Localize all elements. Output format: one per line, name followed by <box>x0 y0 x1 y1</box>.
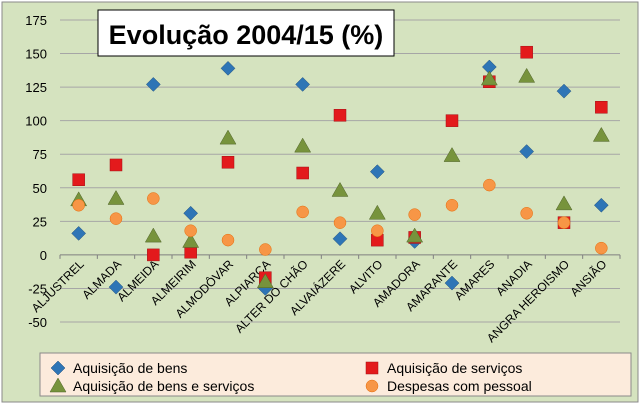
data-point <box>408 208 421 221</box>
series-despesas-com-pessoal <box>72 178 608 256</box>
data-point <box>557 216 571 229</box>
data-point <box>333 216 347 229</box>
legend-marker <box>49 377 67 393</box>
data-point <box>480 70 498 86</box>
data-point <box>182 232 200 248</box>
data-point <box>295 77 311 92</box>
data-point <box>595 241 608 255</box>
data-points <box>70 45 610 296</box>
data-point <box>331 181 349 197</box>
y-tick-label: -50 <box>28 315 47 330</box>
data-point <box>221 233 235 247</box>
data-point <box>519 144 535 159</box>
legend-box <box>39 352 632 397</box>
title-text: Evolução 2004/15 (%) <box>109 20 384 50</box>
data-point <box>333 109 347 122</box>
data-point <box>147 192 160 205</box>
legend-label: Aquisição de serviços <box>387 360 522 376</box>
data-point <box>332 231 348 247</box>
data-point <box>296 166 309 180</box>
legend-label: Despesas com pessoal <box>387 378 532 394</box>
data-point <box>109 158 123 172</box>
y-tick-label: 50 <box>33 181 47 196</box>
legend-marker <box>365 379 379 393</box>
data-point <box>371 224 384 237</box>
legend-items: Aquisição de bens Aquisição de serviços Aq… <box>49 360 532 394</box>
data-point <box>72 173 85 186</box>
legend-label: Aquisição de bens e serviços <box>73 378 254 394</box>
data-point <box>109 212 123 225</box>
data-point <box>444 275 460 291</box>
data-point <box>147 248 160 262</box>
legend-marker <box>365 361 379 375</box>
data-point <box>294 137 312 153</box>
data-point <box>107 190 125 205</box>
y-tick-label: 150 <box>25 47 47 62</box>
data-point <box>259 243 272 256</box>
data-point <box>556 83 572 99</box>
data-point <box>183 205 199 221</box>
legend-item: Despesas com pessoal <box>365 378 532 394</box>
y-axis-tick-labels: -50 -25 0 25 50 75 100 125 150 175 <box>25 13 47 330</box>
data-point <box>520 45 533 59</box>
legend-label: Aquisição de bens <box>73 360 187 376</box>
data-point <box>145 77 161 92</box>
legend-item: Aquisição de serviços <box>365 360 522 376</box>
legend-marker <box>50 360 66 376</box>
data-point <box>555 195 573 211</box>
data-point <box>108 279 124 295</box>
data-point <box>144 227 162 243</box>
data-point <box>518 67 536 83</box>
data-point <box>184 224 197 237</box>
data-point <box>595 100 608 114</box>
data-point <box>520 207 533 220</box>
legend: Aquisição de bens Aquisição de serviços Aq… <box>39 352 632 397</box>
chart-title: Evolução 2004/15 (%) <box>97 9 395 57</box>
legend-item: Aquisição de bens <box>50 360 187 376</box>
legend-item: Aquisição de bens e serviços <box>49 377 254 394</box>
y-tick-label: 75 <box>33 147 47 162</box>
y-tick-label: 0 <box>40 248 47 263</box>
data-point <box>592 126 610 142</box>
y-tick-label: 25 <box>33 214 47 229</box>
data-point <box>296 205 309 219</box>
data-point <box>593 197 609 213</box>
data-point <box>406 227 424 243</box>
data-point <box>483 178 496 192</box>
data-point <box>72 198 85 212</box>
data-point <box>368 204 386 220</box>
data-point <box>184 245 197 259</box>
data-point <box>220 60 236 76</box>
title-box <box>97 9 395 57</box>
y-tick-label: -25 <box>28 281 47 296</box>
data-point <box>221 156 235 169</box>
data-point <box>369 164 385 180</box>
y-tick-label: 100 <box>25 114 47 129</box>
y-tick-label: 125 <box>25 80 47 95</box>
data-point <box>256 273 274 288</box>
data-point <box>445 198 459 212</box>
data-point <box>443 147 461 162</box>
data-point <box>219 129 237 145</box>
data-point <box>71 226 87 241</box>
data-point <box>445 114 459 127</box>
y-tick-label: 175 <box>25 13 47 28</box>
